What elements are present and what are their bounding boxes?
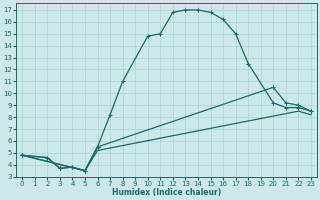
X-axis label: Humidex (Indice chaleur): Humidex (Indice chaleur) (112, 188, 221, 197)
